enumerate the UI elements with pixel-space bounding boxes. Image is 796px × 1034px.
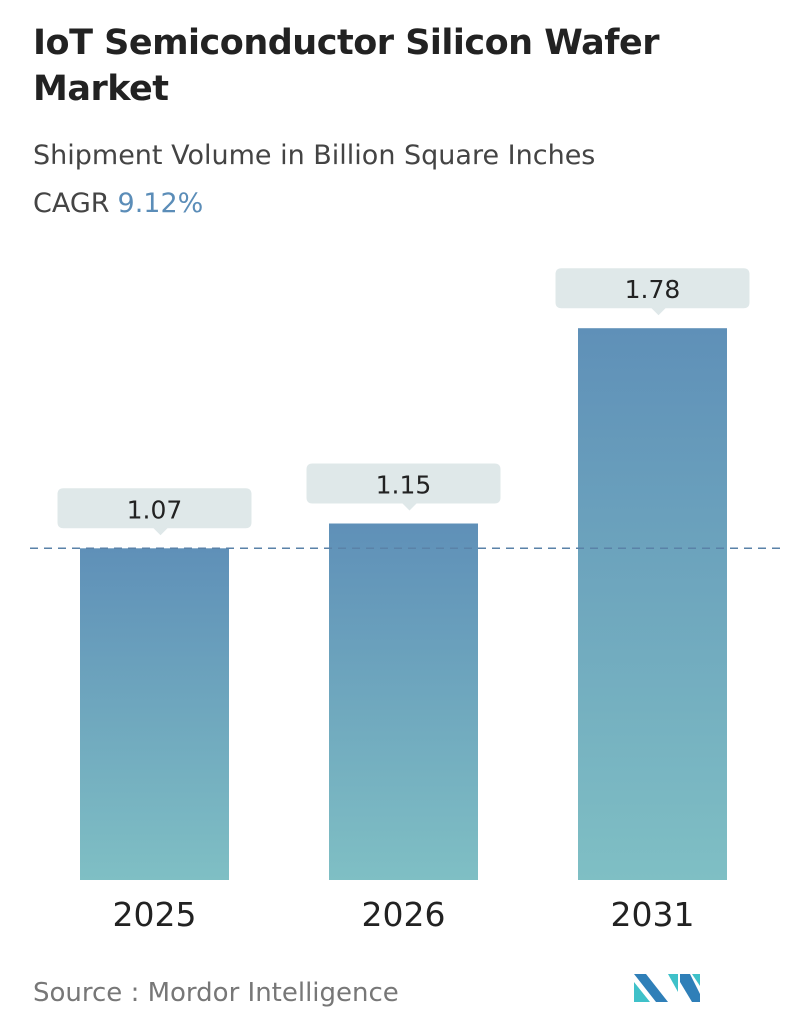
x-tick-label: 2025 — [113, 895, 197, 934]
bar-2026 — [329, 523, 478, 880]
data-label-box — [555, 268, 750, 316]
data-label: 1.78 — [625, 275, 681, 304]
data-label: 1.15 — [376, 471, 432, 500]
x-tick-label: 2026 — [362, 895, 446, 934]
data-label-box — [306, 463, 501, 511]
bar-2031 — [578, 328, 727, 880]
chart-title: IoT Semiconductor Silicon Wafer Market — [33, 23, 659, 109]
cagr-value: 9.12% — [117, 188, 204, 219]
data-label-box — [57, 488, 252, 536]
cagr: CAGR 9.12% — [33, 188, 203, 219]
data-label: 1.07 — [127, 495, 183, 524]
source-text: Source : Mordor Intelligence — [33, 978, 399, 1008]
x-tick-label: 2031 — [611, 895, 695, 934]
bar-2025 — [80, 548, 229, 880]
chart-subtitle: Shipment Volume in Billion Square Inches — [33, 140, 596, 171]
cagr-label: CAGR — [33, 188, 110, 219]
mordor-intelligence-logo — [634, 974, 700, 1002]
